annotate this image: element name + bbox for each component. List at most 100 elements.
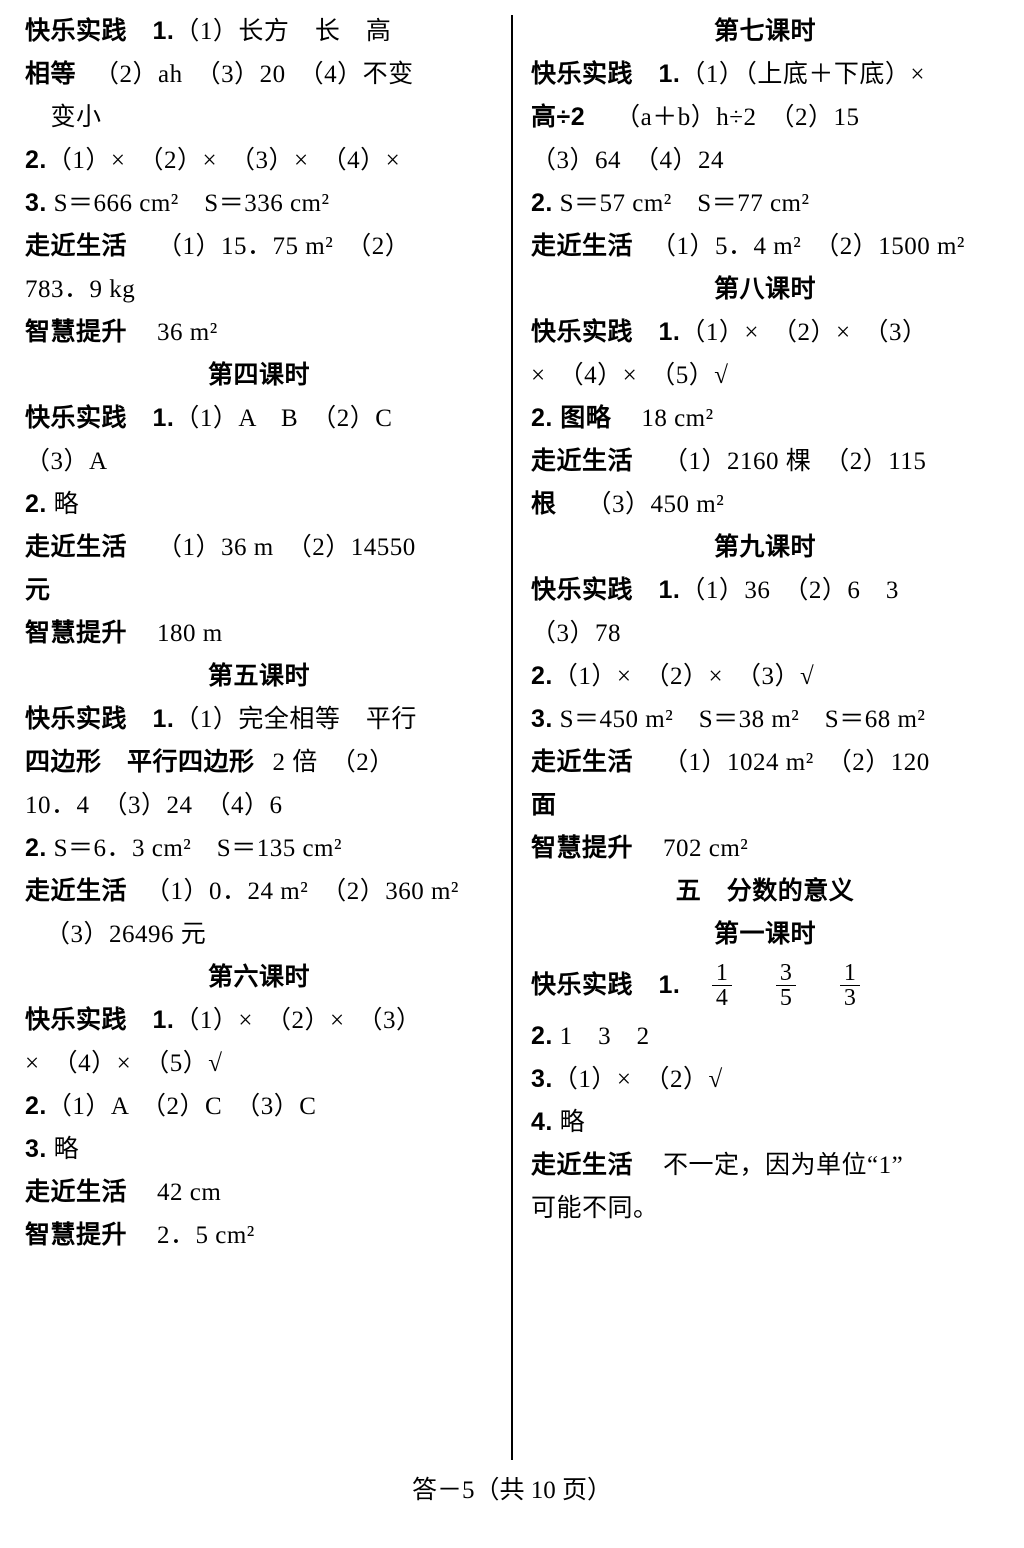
bold-label: 高÷2 [531, 103, 585, 131]
text: 可能不同。 [531, 1195, 659, 1222]
footer-text: 页） [556, 1477, 612, 1504]
bold-label: 快乐实践 1. [25, 705, 174, 733]
bold-label: 快乐实践 1. [25, 404, 174, 432]
section-heading-5: 五 分数的意义 [531, 870, 999, 913]
numerator: 1 [712, 961, 733, 986]
text: 2 倍 （2） [273, 749, 395, 776]
bold-label: 3. [25, 1135, 47, 1163]
text-line: 高÷2 （a＋b）h÷2 （2）15 [531, 96, 999, 139]
text: × （4）× （5）√ [531, 362, 728, 389]
text: （1）× （2）× （3） [680, 319, 927, 346]
text-line: 3. 略 [25, 1128, 493, 1171]
text: × （4）× （5）√ [25, 1050, 222, 1077]
right-column: 第七课时 快乐实践 1.（1）（上底＋下底）× 高÷2（a＋b）h÷2 （2）1… [513, 10, 999, 1460]
bold-label: 智慧提升 [25, 619, 127, 647]
text: （1）2160 棵 （2）115 [663, 448, 926, 475]
text: 略 [47, 491, 79, 518]
bold-label: 根 [531, 490, 557, 518]
bold-label: 走近生活 [531, 447, 633, 475]
text-line: 快乐实践 1.（1）（上底＋下底）× [531, 53, 999, 96]
text: 2．5 cm² [157, 1222, 255, 1249]
bold-label: 走近生活 [25, 232, 127, 260]
footer-page: 10 [531, 1477, 556, 1504]
text: （1）（上底＋下底）× [680, 61, 925, 88]
text-line: 3. S＝666 cm² S＝336 cm² [25, 182, 493, 225]
bold-label: 2. [25, 834, 47, 862]
bold-label: 面 [531, 791, 557, 819]
bold-label: 图略 [553, 404, 611, 432]
bold-label: 智慧提升 [531, 834, 633, 862]
bold-label: 2. [531, 189, 553, 217]
text: （3）450 m² [587, 491, 725, 518]
text: （3）78 [531, 620, 621, 647]
text: 1 3 2 [553, 1023, 650, 1050]
text-line: 3.（1）× （2）√ [531, 1058, 999, 1101]
text: （1）× （2）× （3） [174, 1007, 421, 1034]
text-line: 2. S＝6．3 cm² S＝135 cm² [25, 827, 493, 870]
bold-label: 走近生活 [531, 232, 633, 260]
text-line: 快乐实践 1. 14 35 1 3 [531, 956, 999, 1015]
text: S＝6．3 cm² S＝135 cm² [47, 835, 342, 862]
text-line: （3）A [25, 440, 493, 483]
text: （1）36 m （2）14550 [157, 534, 416, 561]
text-line: 3. S＝450 m² S＝38 m² S＝68 m² [531, 698, 999, 741]
denominator: 4 [712, 986, 733, 1010]
lesson-heading-7: 第七课时 [531, 10, 999, 53]
bold-label: 快乐实践 1. [531, 971, 680, 999]
text-line: 根 （3）450 m² [531, 483, 999, 526]
bold-label: 快乐实践 1. [25, 1006, 174, 1034]
text: （1）× （2）× （3）√ [553, 663, 814, 690]
text-line: 走近生活（1）1024 m² （2）120 [531, 741, 999, 784]
text-line: （3）78 [531, 612, 999, 655]
text: 180 m [157, 620, 223, 647]
text-line: 元 [25, 569, 493, 612]
bold-label: 2. [25, 490, 47, 518]
numerator: 3 [776, 961, 797, 986]
fraction: 14 [712, 961, 733, 1010]
text-line: 智慧提升 180 m [25, 612, 493, 655]
text: （a＋b）h÷2 （2）15 [615, 104, 859, 131]
lesson-heading-8: 第八课时 [531, 268, 999, 311]
text-line: 快乐实践 1.（1）36 （2）6 3 [531, 569, 999, 612]
text: 18 cm² [641, 405, 713, 432]
text-line: 2. 图略18 cm² [531, 397, 999, 440]
text: （2）ah （3）20 （4）不变 [94, 61, 414, 88]
text-line: 2. 略 [25, 483, 493, 526]
text: S＝450 m² S＝38 m² S＝68 m² [553, 706, 926, 733]
text-line: 2.（1）A （2）C （3）C [25, 1085, 493, 1128]
text: 略 [47, 1136, 79, 1163]
text-line: 10．4 （3）24 （4）6 [25, 784, 493, 827]
text: （3）A [25, 448, 108, 475]
text-line: （3）64 （4）24 [531, 139, 999, 182]
text-line: 可能不同。 [531, 1187, 999, 1230]
page-content: 快乐实践 1.（1）长方 长 高 相等（2）ah （3）20 （4）不变 变小 … [0, 0, 1024, 1460]
bold-label: 3. [531, 1065, 553, 1093]
text: 702 cm² [663, 835, 748, 862]
text-line: 智慧提升36 m² [25, 311, 493, 354]
bold-label: 3. [25, 189, 47, 217]
text-line: 快乐实践 1.（1）× （2）× （3） [531, 311, 999, 354]
left-column: 快乐实践 1.（1）长方 长 高 相等（2）ah （3）20 （4）不变 变小 … [25, 10, 511, 1460]
text-line: 面 [531, 784, 999, 827]
text: 42 cm [157, 1179, 221, 1206]
bold-label: 3. [531, 705, 553, 733]
text-line: 快乐实践 1.（1）A B （2）C [25, 397, 493, 440]
text-line: 2.（1）× （2）× （3）√ [531, 655, 999, 698]
text-line: 2. S＝57 cm² S＝77 cm² [531, 182, 999, 225]
text-line: 变小 [25, 96, 493, 139]
text-line: 2. 1 3 2 [531, 1015, 999, 1058]
bold-label: 走近生活 [25, 877, 127, 905]
denominator: 5 [776, 986, 797, 1010]
text: （1）A B （2）C [174, 405, 392, 432]
text: （1）× （2）× （3）× （4）× [47, 147, 400, 174]
bold-label: 4. [531, 1108, 553, 1136]
text: （3）26496 元 [45, 921, 206, 948]
text: （1）A （2）C （3）C [47, 1093, 317, 1120]
fraction: 35 [776, 961, 797, 1010]
bold-label: 2. [531, 1022, 553, 1050]
text-line: 快乐实践 1.（1）× （2）× （3） [25, 999, 493, 1042]
text: （3）64 （4）24 [531, 147, 724, 174]
text-line: （3）26496 元 [25, 913, 493, 956]
text: （1）完全相等 平行 [174, 706, 417, 733]
text: 不一定，因为单位“1” [663, 1152, 903, 1179]
